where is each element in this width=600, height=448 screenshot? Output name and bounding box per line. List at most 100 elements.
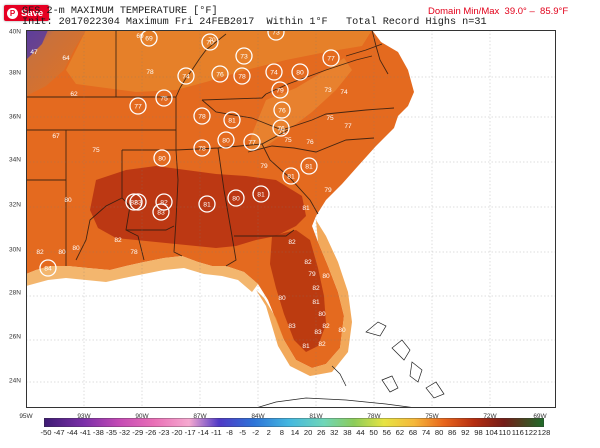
color-scale-tick-label: 56 xyxy=(382,428,391,437)
record-high-value: 81 xyxy=(203,202,211,209)
color-scale-tick-label: 50 xyxy=(369,428,378,437)
record-high-value: 77 xyxy=(248,140,256,147)
temperature-value: 79 xyxy=(260,163,268,170)
temperature-value: 82 xyxy=(114,237,122,244)
temperature-value: 80 xyxy=(58,249,66,256)
color-scale-tick-label: 104 xyxy=(485,428,498,437)
temperature-value: 80 xyxy=(338,327,346,334)
record-high-value: 77 xyxy=(327,56,335,63)
record-high-marker: 76 xyxy=(272,119,290,137)
color-scale-tick-label: -11 xyxy=(211,428,222,437)
color-scale-tick-label: 26 xyxy=(316,428,326,437)
domain-minmax: Domain Min/Max 39.0° – 85.9°F xyxy=(428,6,569,17)
record-high-marker: 78 xyxy=(193,107,211,125)
temperature-value: 80 xyxy=(318,311,326,318)
temperature-value: 78 xyxy=(130,249,138,256)
record-high-marker: 77 xyxy=(243,133,261,151)
latitude-label: 30N xyxy=(9,246,21,254)
record-high-marker: 82 xyxy=(125,193,143,211)
color-scale-tick-label: -26 xyxy=(145,428,157,437)
temperature-value: 82 xyxy=(322,323,330,330)
color-scale-tick-label: 128 xyxy=(537,428,551,437)
record-high-marker: 74 xyxy=(265,63,283,81)
color-scale-labels: -50 -47 -44 -41 -38 -35 -32 -29 -26 -23 -20 -17 -14-… xyxy=(41,428,551,440)
record-high-value: 79 xyxy=(276,88,284,95)
record-high-value: 69 xyxy=(145,36,153,43)
color-scale-tick-label: -50 xyxy=(40,428,52,437)
latitude-label: 24N xyxy=(9,377,21,385)
temperature-value: 78 xyxy=(146,69,154,76)
latitude-label: 32N xyxy=(9,201,21,209)
color-scale-tick-label: 110 xyxy=(498,428,511,437)
record-high-value: 81 xyxy=(257,192,265,199)
color-scale-tick-label: 8 xyxy=(279,428,285,437)
color-scale-tick-label: 80 xyxy=(434,428,444,437)
temperature-value: 76 xyxy=(306,139,314,146)
longitude-label: 69W xyxy=(533,413,547,420)
temperature-value: 80 xyxy=(64,197,72,204)
color-scale-tick-label: -41 xyxy=(79,428,91,437)
record-high-marker: 73 xyxy=(267,30,285,41)
color-scale-tick-label: -2 xyxy=(252,428,260,437)
color-scale-tick-label: -29 xyxy=(132,428,144,437)
color-scale-tick-label: 122 xyxy=(524,428,538,437)
color-scale-bar xyxy=(44,418,544,427)
color-scale-tick-label: 62 xyxy=(395,428,405,437)
map-frame xyxy=(26,30,556,408)
longitude-label: 95W xyxy=(19,413,33,420)
temperature-value: 77 xyxy=(344,123,352,130)
record-high-value: 73 xyxy=(272,30,280,37)
temperature-value: 82 xyxy=(288,239,296,246)
color-scale-tick-label: 86 xyxy=(448,428,457,437)
temperature-value: 71 xyxy=(278,129,286,136)
coastal-warm-halo xyxy=(256,220,352,376)
longitude-label: 72W xyxy=(483,413,497,420)
color-scale-tick-label: -38 xyxy=(92,428,104,437)
temperature-value: 79 xyxy=(308,271,316,278)
save-button[interactable]: P Save xyxy=(4,5,50,21)
map-title: GFS 2-m MAXIMUM TEMPERATURE [°F] xyxy=(22,6,218,17)
record-high-value: 83 xyxy=(157,210,165,217)
color-scale-tick-label: 116 xyxy=(511,428,524,437)
record-high-markers: 69 70 73 73 77 74 76 78 80 79 74 75 77 78 76 78 80 80 77 81… xyxy=(39,30,340,277)
temperature-value: 75 xyxy=(326,115,334,122)
temperature-value: 80 xyxy=(278,295,286,302)
record-high-marker: 70 xyxy=(201,33,219,51)
record-high-value: 73 xyxy=(240,54,248,61)
longitude-label: 93W xyxy=(77,413,91,420)
color-scale-tick-label: -35 xyxy=(106,428,118,437)
record-high-value: 80 xyxy=(158,156,166,163)
latitude-label: 38N xyxy=(9,69,21,77)
record-high-marker: 74 xyxy=(177,67,195,85)
temperature-value: 79 xyxy=(324,187,332,194)
record-high-value: 78 xyxy=(198,114,206,121)
record-high-marker: 80 xyxy=(291,63,309,81)
record-high-marker: 75 xyxy=(155,89,173,107)
record-high-value: 80 xyxy=(232,196,240,203)
color-scale-tick-label: 32 xyxy=(330,428,339,437)
temperature-value: 69 xyxy=(136,33,144,40)
color-scale-tick-label: -17 xyxy=(184,428,196,437)
record-high-marker: 80 xyxy=(227,189,245,207)
temperature-value: 47 xyxy=(30,49,38,56)
longitude-label: 90W xyxy=(135,413,149,420)
record-high-marker: 76 xyxy=(273,101,291,119)
temperature-value: 81 xyxy=(302,205,310,212)
record-high-marker: 69 xyxy=(140,30,158,47)
temperature-value: 82 xyxy=(312,285,320,292)
cooler-northern-region xyxy=(66,30,372,92)
record-high-value: 84 xyxy=(44,266,52,273)
temperature-value: 75 xyxy=(92,147,100,154)
longitude-label: 75W xyxy=(425,413,439,420)
record-high-value: 82 xyxy=(160,200,168,207)
hot-florida-core xyxy=(270,230,326,352)
record-high-value: 76 xyxy=(278,108,286,115)
color-scale-tick-label: -44 xyxy=(66,428,78,437)
record-high-value: 76 xyxy=(277,126,285,133)
color-scale-tick-label: 38 xyxy=(343,428,352,437)
record-high-marker: 77 xyxy=(322,49,340,67)
caribbean-islands xyxy=(255,321,445,408)
color-scale-tick-label: -8 xyxy=(226,428,233,437)
temperature-value: 70 xyxy=(208,37,216,44)
record-high-marker: 82 xyxy=(155,193,173,211)
